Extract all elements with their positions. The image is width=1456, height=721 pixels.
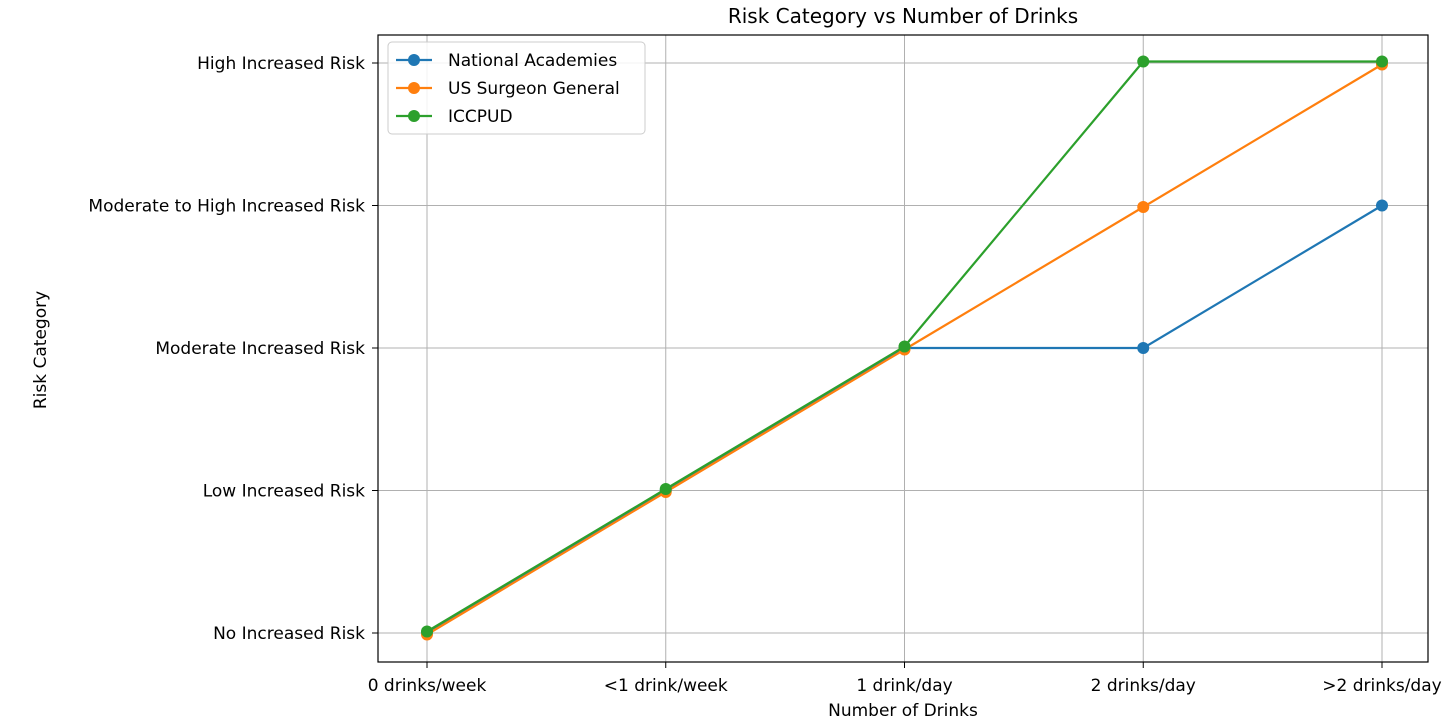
x-tick-label: 0 drinks/week (368, 676, 487, 696)
y-tick-label: Moderate Increased Risk (155, 339, 365, 359)
legend-marker (408, 110, 420, 122)
y-tick-label: Low Increased Risk (203, 482, 365, 502)
data-point (898, 340, 911, 353)
x-axis: 0 drinks/week <1 drink/week 1 drink/day 2 d… (368, 662, 1442, 696)
legend-marker (408, 82, 420, 94)
series-iccpud (421, 55, 1388, 638)
data-point (1376, 199, 1388, 212)
x-axis-label: Number of Drinks (828, 701, 978, 721)
series-layer (421, 55, 1388, 641)
y-axis: No Increased Risk Low Increased Risk Moder… (88, 54, 378, 644)
legend: National Academies US Surgeon General ICCP… (387, 41, 646, 135)
legend-label: ICCPUD (448, 107, 513, 127)
data-point (1376, 55, 1388, 68)
data-point (421, 625, 433, 638)
y-axis-label: Risk Category (31, 291, 51, 409)
data-point (1137, 342, 1150, 354)
y-tick-label: High Increased Risk (197, 54, 365, 74)
x-tick-label: <1 drink/week (604, 676, 728, 696)
chart-title: Risk Category vs Number of Drinks (728, 4, 1078, 28)
x-tick-label: >2 drinks/day (1322, 676, 1441, 696)
y-tick-label: Moderate to High Increased Risk (88, 197, 365, 217)
legend-box (387, 41, 646, 135)
y-tick-label: No Increased Risk (213, 624, 365, 644)
legend-marker (408, 54, 420, 66)
data-point (1137, 55, 1150, 68)
data-point (1137, 201, 1150, 213)
legend-label: National Academies (448, 51, 617, 71)
legend-label: US Surgeon General (448, 79, 620, 99)
x-tick-label: 1 drink/day (856, 676, 952, 696)
grid (378, 35, 1428, 662)
data-point (659, 483, 672, 495)
x-tick-label: 2 drinks/day (1091, 676, 1196, 696)
